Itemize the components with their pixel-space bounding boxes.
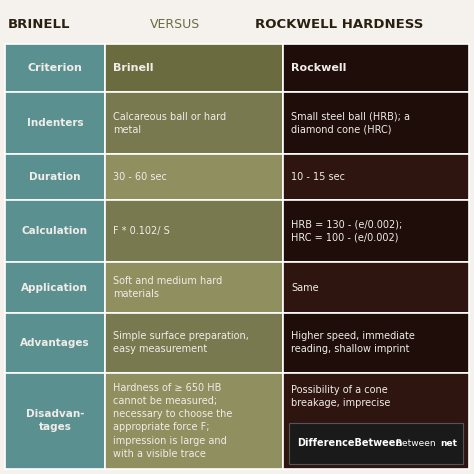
Bar [283,154,469,200]
Bar [105,313,283,373]
Text: Calculation: Calculation [22,226,88,236]
Text: Higher speed, immediate
reading, shallow imprint: Higher speed, immediate reading, shallow… [292,331,415,354]
Bar [283,373,469,469]
Bar [5,262,105,313]
Text: Possibility of a cone
breakage, imprecise: Possibility of a cone breakage, imprecis… [292,385,391,408]
Text: Duration: Duration [29,172,81,182]
Text: Criterion: Criterion [27,63,82,73]
Text: Soft and medium hard
materials: Soft and medium hard materials [113,276,222,299]
Bar [5,92,105,154]
Text: DifferenceBetween: DifferenceBetween [298,438,403,448]
Text: 10 - 15 sec: 10 - 15 sec [292,172,346,182]
Bar [105,44,283,92]
Bar [5,373,105,469]
Text: Advantages: Advantages [20,337,90,347]
Text: Indenters: Indenters [27,118,83,128]
Text: HRB = 130 - (e/0.002);
HRC = 100 - (e/0.002): HRB = 130 - (e/0.002); HRC = 100 - (e/0.… [292,219,402,243]
Bar [283,313,469,373]
Text: BRINELL: BRINELL [8,18,71,30]
Bar [105,200,283,262]
Text: Between: Between [393,439,436,448]
Text: Rockwell: Rockwell [292,63,347,73]
Text: Calcareous ball or hard
metal: Calcareous ball or hard metal [113,112,226,135]
Text: Hardness of ≥ 650 HB
cannot be measured;
necessary to choose the
appropriate for: Hardness of ≥ 650 HB cannot be measured;… [113,383,232,459]
Text: Same: Same [292,283,319,292]
Text: Application: Application [21,283,88,292]
Text: ROCKWELL HARDNESS: ROCKWELL HARDNESS [255,18,423,30]
Text: Disadvan-
tages: Disadvan- tages [26,409,84,432]
Bar [5,313,105,373]
Bar [283,44,469,92]
Bar [283,262,469,313]
Text: net: net [441,439,457,448]
Bar [5,200,105,262]
Bar [105,154,283,200]
Text: Simple surface preparation,
easy measurement: Simple surface preparation, easy measure… [113,331,249,354]
Bar [105,373,283,469]
Text: F * 0.102/ S: F * 0.102/ S [113,226,170,236]
Bar [105,92,283,154]
Bar [5,154,105,200]
Bar [5,44,105,92]
Text: Brinell: Brinell [113,63,153,73]
Bar [105,262,283,313]
Text: 30 - 60 sec: 30 - 60 sec [113,172,167,182]
Bar [283,200,469,262]
Bar [283,92,469,154]
Text: VERSUS: VERSUS [150,18,200,30]
Bar [290,423,463,464]
Text: Small steel ball (HRB); a
diamond cone (HRC): Small steel ball (HRB); a diamond cone (… [292,112,410,135]
